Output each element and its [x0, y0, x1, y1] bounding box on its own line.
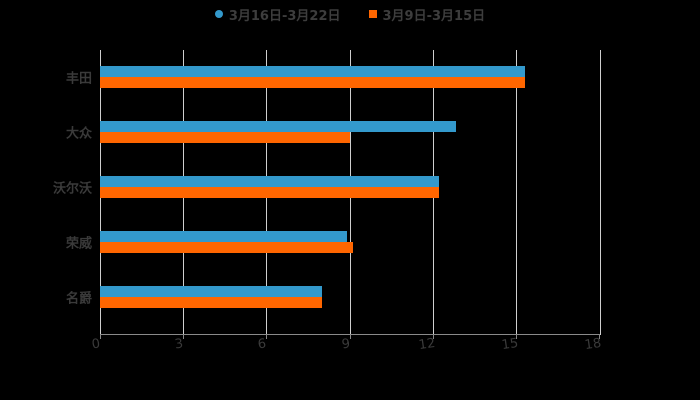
x-tick-label: 15	[500, 335, 520, 354]
gridline	[600, 50, 601, 335]
bar-week-mar9[interactable]	[100, 242, 353, 253]
x-tick	[100, 334, 101, 339]
x-tick	[266, 334, 267, 339]
x-tick-label: 6	[256, 336, 268, 353]
legend-item-week-mar9[interactable]: 3月9日-3月15日	[368, 5, 486, 24]
x-tick	[350, 334, 351, 339]
bar-week-mar9[interactable]	[100, 132, 350, 143]
x-tick	[183, 334, 184, 339]
x-tick	[599, 334, 600, 339]
bar-week-mar9[interactable]	[100, 77, 525, 88]
y-category-label: 沃尔沃	[52, 181, 92, 197]
legend-circle-icon	[214, 10, 223, 18]
bar-week-mar9[interactable]	[100, 297, 323, 308]
x-tick	[433, 334, 434, 339]
bar-week-mar16[interactable]	[100, 176, 439, 187]
y-category-label: 丰田	[65, 71, 92, 87]
bar-week-mar9[interactable]	[100, 187, 439, 198]
legend-label: 3月16日-3月22日	[228, 8, 341, 24]
bar-week-mar16[interactable]	[100, 231, 348, 242]
x-tick-label: 9	[340, 336, 352, 353]
legend-label: 3月9日-3月15日	[382, 8, 486, 24]
legend-square-icon	[368, 10, 377, 18]
legend-item-week-mar16[interactable]: 3月16日-3月22日	[214, 5, 341, 24]
x-tick-label: 18	[583, 335, 603, 354]
bar-week-mar16[interactable]	[100, 66, 525, 77]
gridline	[516, 50, 517, 335]
chart-legend: 3月16日-3月22日 3月9日-3月15日	[0, 4, 700, 24]
bar-week-mar16[interactable]	[100, 286, 323, 297]
bar-week-mar16[interactable]	[100, 121, 456, 132]
y-category-label: 名爵	[65, 291, 92, 307]
x-tick-label: 0	[90, 336, 102, 353]
x-tick	[516, 334, 517, 339]
y-category-label: 大众	[65, 126, 92, 142]
x-tick-label: 12	[417, 335, 437, 354]
x-tick-label: 3	[173, 336, 185, 353]
y-category-label: 荣威	[65, 236, 92, 252]
